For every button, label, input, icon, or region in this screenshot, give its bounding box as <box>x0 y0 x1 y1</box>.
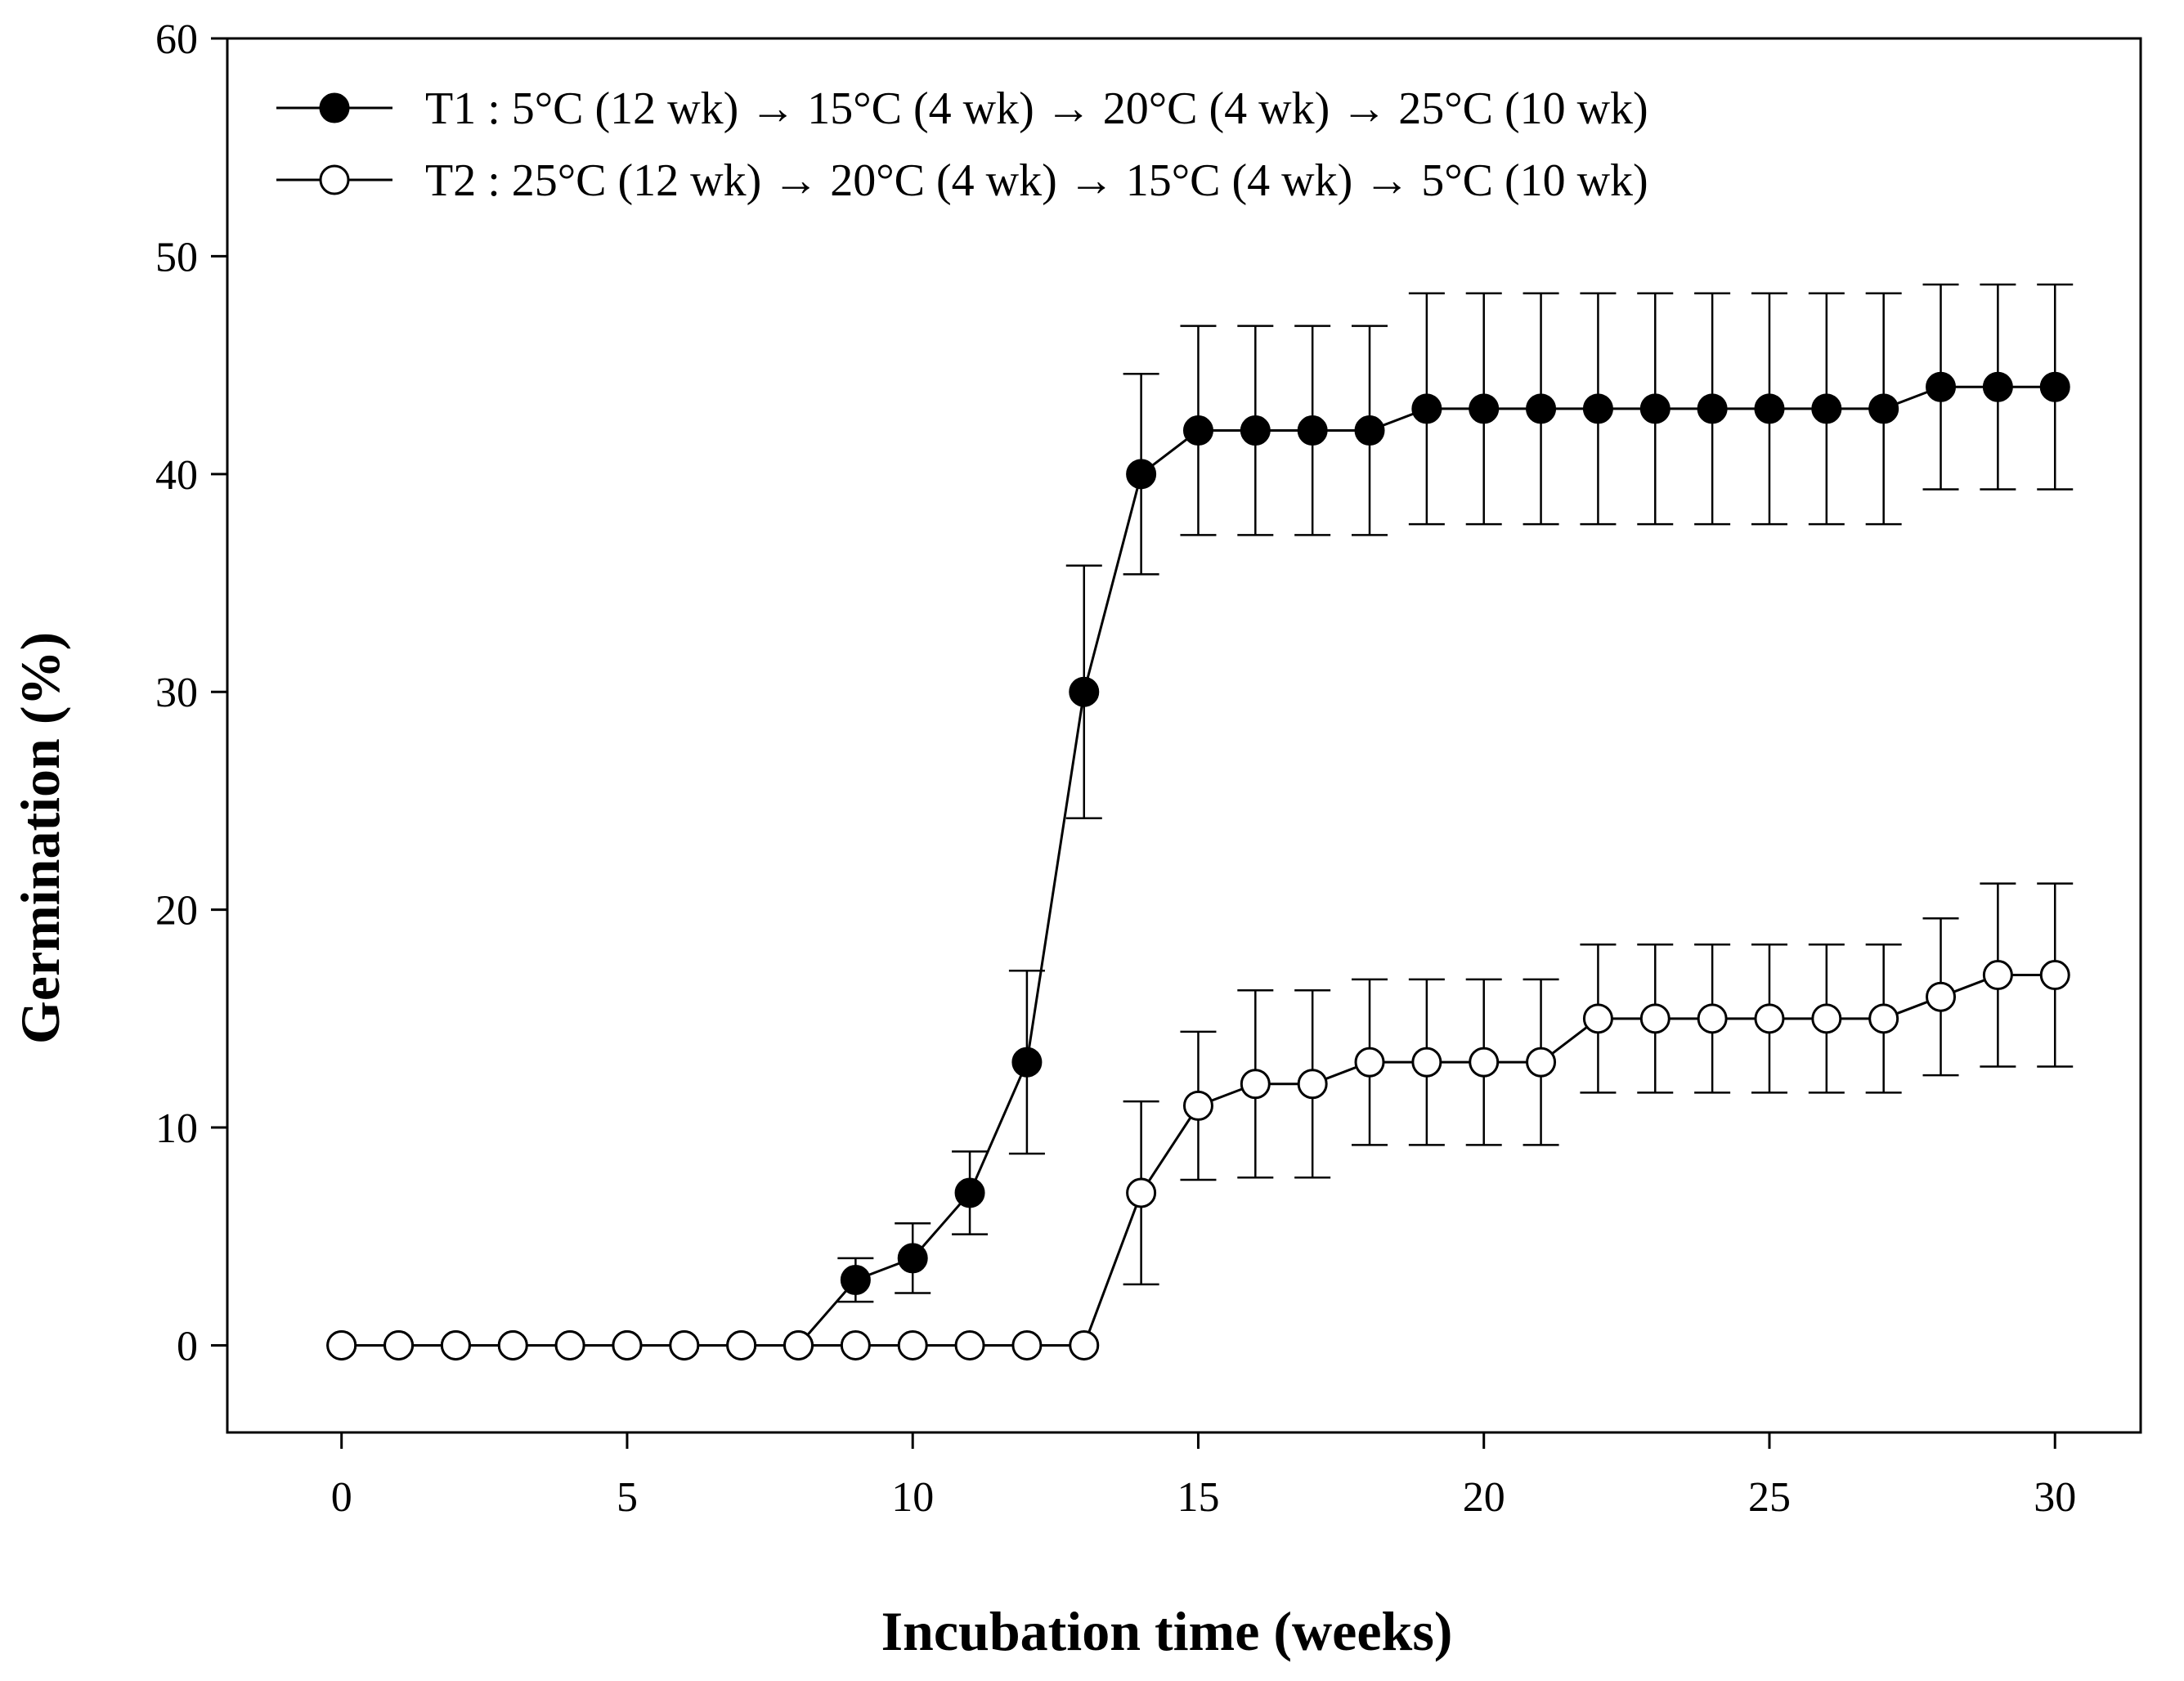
data-point-open <box>1011 1329 1043 1360</box>
data-point-filled <box>2039 371 2070 402</box>
y-tick-label: 20 <box>155 888 198 935</box>
plot-frame <box>226 37 2142 1434</box>
x-tick-label: 15 <box>1177 1474 1219 1521</box>
data-point-filled <box>1354 415 1385 446</box>
data-point-filled <box>840 1265 871 1296</box>
x-tick-label: 30 <box>2034 1474 2076 1521</box>
x-tick-label: 20 <box>1463 1474 1505 1521</box>
data-point-open <box>840 1329 871 1360</box>
data-point-open <box>1754 1003 1785 1034</box>
y-tick-label: 50 <box>155 234 198 280</box>
data-point-open <box>1811 1003 1842 1034</box>
data-point-filled <box>1240 415 1271 446</box>
legend-marker-filled <box>319 92 350 123</box>
series-2 <box>326 882 2074 1360</box>
data-point-open <box>954 1329 985 1360</box>
data-point-filled <box>897 1243 928 1274</box>
data-point-open <box>1582 1003 1613 1034</box>
data-point-filled <box>1069 676 1100 707</box>
data-point-filled <box>954 1177 985 1208</box>
x-tick-label: 10 <box>891 1474 934 1521</box>
data-point-filled <box>1754 393 1785 424</box>
legend-label: T1 : 5°C (12 wk) → 15°C (4 wk) → 20°C (4… <box>425 83 1648 134</box>
y-axis-title: Germination (%) <box>9 632 71 1044</box>
data-point-open <box>1982 960 2013 991</box>
data-point-open <box>1354 1047 1385 1078</box>
data-point-open <box>554 1329 585 1360</box>
data-point-open <box>726 1329 757 1360</box>
data-point-filled <box>1926 371 1957 402</box>
data-point-open <box>1526 1047 1557 1078</box>
data-point-filled <box>1297 415 1328 446</box>
data-point-filled <box>1011 1047 1043 1078</box>
data-point-open <box>612 1329 643 1360</box>
data-point-open <box>1639 1003 1671 1034</box>
legend: T1 : 5°C (12 wk) → 15°C (4 wk) → 20°C (4… <box>276 83 1648 206</box>
series-1 <box>326 283 2074 1360</box>
data-point-filled <box>1639 393 1671 424</box>
y-tick-label: 40 <box>155 452 198 499</box>
data-point-open <box>1182 1090 1213 1121</box>
data-point-open <box>1297 1069 1328 1100</box>
data-point-open <box>2039 960 2070 991</box>
data-point-filled <box>1982 371 2013 402</box>
data-point-filled <box>1526 393 1557 424</box>
data-point-open <box>326 1329 357 1360</box>
x-tick-label: 5 <box>617 1474 638 1521</box>
data-point-filled <box>1868 393 1899 424</box>
legend-label: T2 : 25°C (12 wk) → 20°C (4 wk) → 15°C (… <box>425 155 1648 206</box>
data-point-open <box>783 1329 814 1360</box>
data-point-open <box>1069 1329 1100 1360</box>
data-point-open <box>1697 1003 1728 1034</box>
data-point-filled <box>1469 393 1500 424</box>
y-tick-label: 10 <box>155 1105 198 1152</box>
y-tick-label: 0 <box>177 1323 198 1369</box>
data-point-open <box>440 1329 471 1360</box>
data-point-open <box>1926 981 1957 1012</box>
data-point-open <box>1126 1177 1157 1208</box>
data-point-open <box>897 1329 928 1360</box>
data-point-open <box>1868 1003 1899 1034</box>
data-point-open <box>497 1329 528 1360</box>
data-point-filled <box>1411 393 1442 424</box>
data-point-filled <box>1126 459 1157 490</box>
plot-layer <box>326 283 2074 1360</box>
data-point-open <box>1411 1047 1442 1078</box>
data-point-open <box>383 1329 415 1360</box>
data-point-filled <box>1697 393 1728 424</box>
data-point-open <box>1469 1047 1500 1078</box>
x-axis-title: Incubation time (weeks) <box>881 1600 1453 1662</box>
x-tick-label: 25 <box>1748 1474 1791 1521</box>
data-point-filled <box>1582 393 1613 424</box>
y-tick-label: 30 <box>155 670 198 716</box>
data-point-filled <box>1811 393 1842 424</box>
x-tick-label: 0 <box>331 1474 352 1521</box>
axis-layer: 0 10 20 30 40 50 60 0 5 10 15 20 25 30 <box>155 16 2142 1521</box>
data-point-open <box>669 1329 700 1360</box>
legend-marker-open <box>319 164 350 195</box>
data-point-open <box>1240 1069 1271 1100</box>
y-tick-label: 60 <box>155 16 198 63</box>
data-point-filled <box>1182 415 1213 446</box>
